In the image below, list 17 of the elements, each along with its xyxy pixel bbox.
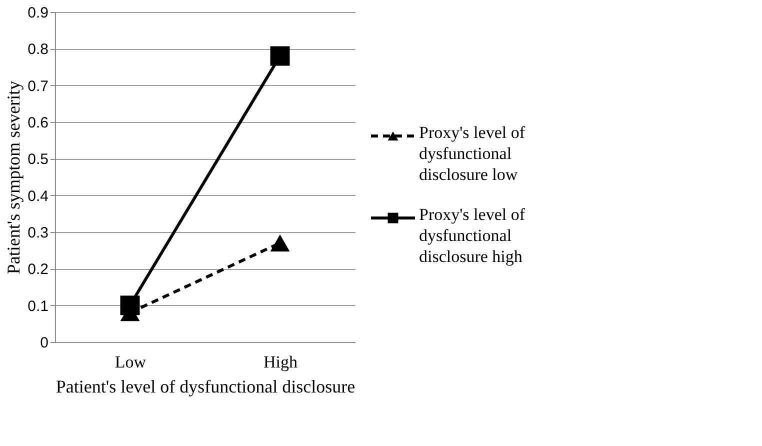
y-tick-label: 0.5 xyxy=(28,151,48,168)
y-axis-title: Patient's symptom severity xyxy=(4,80,24,274)
y-tick-label: 0.6 xyxy=(28,114,48,132)
x-tick-label: High xyxy=(264,352,298,372)
y-tick-label: 0.8 xyxy=(28,41,48,58)
x-axis-title: Patient's level of dysfunctional disclosure xyxy=(56,376,356,396)
y-tick-label: 0.9 xyxy=(28,4,48,22)
y-tick-label: 0.1 xyxy=(28,298,48,315)
y-tick-label: 0.3 xyxy=(28,224,48,242)
y-tick-label: 0.2 xyxy=(28,261,48,278)
x-tick-label: Low xyxy=(114,352,147,372)
y-tick-label: 0.7 xyxy=(28,78,48,95)
y-tick-label: 0 xyxy=(40,334,48,352)
legend-label: Proxy's level of dysfunctional disclosure high xyxy=(419,205,526,266)
y-tick-label: 0.4 xyxy=(28,188,48,205)
point xyxy=(270,46,290,66)
legend-label: Proxy's level of dysfunctional disclosure low xyxy=(419,123,526,184)
